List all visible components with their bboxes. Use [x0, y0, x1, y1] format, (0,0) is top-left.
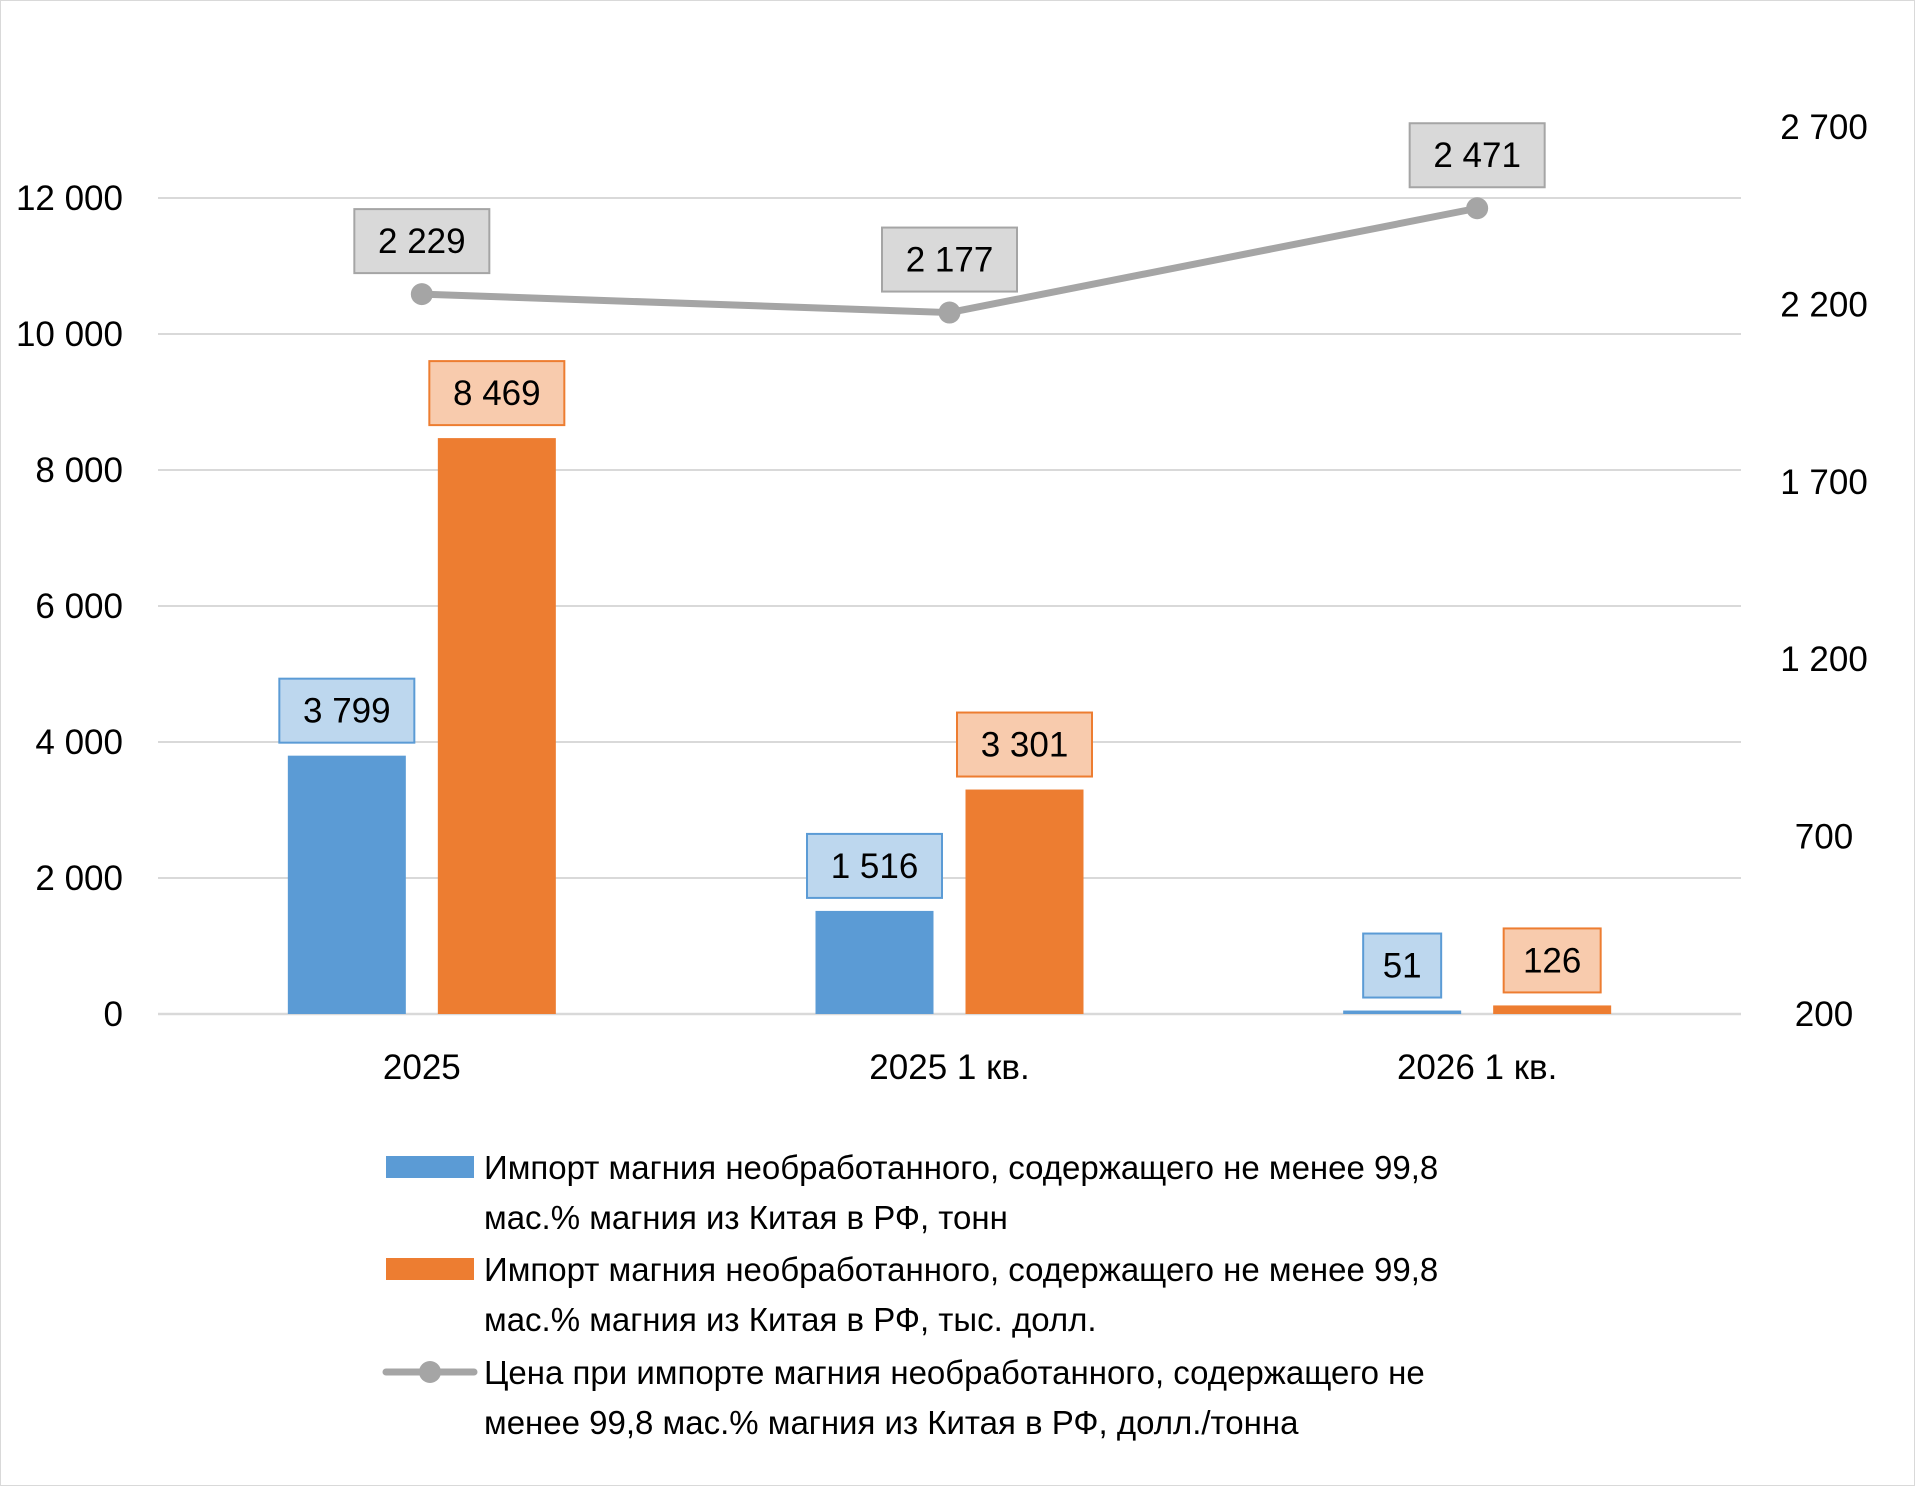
data-label-value: 3 301: [981, 726, 1069, 765]
bar: [1343, 1010, 1462, 1014]
bar-data-label: 1 516: [806, 832, 943, 899]
data-label-value: 8 469: [453, 374, 541, 413]
bar-data-label: 8 469: [428, 360, 566, 427]
legend-label: мас.% магния из Китая в РФ, тыс. долл.: [484, 1301, 1097, 1338]
legend: Импорт магния необработанного, содержаще…: [382, 1149, 1438, 1441]
y-right-tick-label: 200: [1795, 995, 1853, 1034]
bar: [437, 438, 556, 1014]
bar-data-label: 126: [1502, 927, 1602, 994]
y-left-tick-label: 4 000: [35, 723, 123, 762]
bar-data-label: 51: [1362, 932, 1443, 999]
legend-label: мас.% магния из Китая в РФ, тонн: [484, 1199, 1008, 1236]
x-tick-label: 2026 1 кв.: [1397, 1048, 1557, 1087]
y-left-tick-label: 10 000: [16, 315, 123, 354]
y-left-tick-label: 6 000: [35, 587, 123, 626]
bar: [287, 755, 406, 1014]
data-label-value: 2 471: [1433, 136, 1521, 175]
data-label-box: [1362, 932, 1443, 999]
legend-label: Импорт магния необработанного, содержаще…: [484, 1149, 1438, 1186]
legend-label: Цена при импорте магния необработанного,…: [484, 1354, 1425, 1391]
line-data-label: 2 177: [881, 226, 1018, 293]
data-label-box: [806, 832, 943, 899]
legend-entry: Импорт магния необработанного, содержаще…: [386, 1251, 1438, 1338]
line-series: [410, 197, 1489, 324]
legend-entry: Импорт магния необработанного, содержаще…: [386, 1149, 1438, 1236]
y-left-tick-label: 0: [104, 995, 123, 1034]
data-label-box: [881, 226, 1018, 293]
x-tick-label: 2025 1 кв.: [869, 1048, 1029, 1087]
legend-entry: Цена при импорте магния необработанного,…: [382, 1354, 1425, 1441]
bar: [815, 910, 934, 1014]
gridlines: [158, 197, 1741, 1016]
line-data-label: 2 229: [353, 208, 491, 275]
line-point: [410, 283, 433, 306]
legend-marker: [419, 1361, 441, 1383]
data-label-value: 2 177: [906, 241, 994, 280]
legend-label: менее 99,8 мас.% магния из Китая в РФ, д…: [484, 1404, 1299, 1441]
line-point: [938, 301, 961, 324]
data-label-box: [428, 360, 566, 427]
legend-swatch: [386, 1156, 474, 1178]
y-right-tick-label: 2 700: [1780, 108, 1868, 147]
data-label-value: 51: [1383, 947, 1422, 986]
data-label-box: [956, 711, 1093, 778]
bar-series: [287, 438, 1612, 1014]
data-labels: 3 799 1 516 51 8 469 3 301 126 2 229 2 177 2 471: [278, 122, 1602, 999]
bar-data-label: 3 799: [278, 677, 416, 744]
data-label-value: 3 799: [303, 692, 391, 731]
data-label-box: [1502, 927, 1602, 994]
axes: 0 2 000 4 000 6 000 8 000 10 000 12 000 200 700 1…: [16, 108, 1868, 1087]
y-right-tick-label: 700: [1795, 818, 1853, 857]
y-left-tick-label: 2 000: [35, 859, 123, 898]
bar-data-label: 3 301: [956, 711, 1093, 778]
data-label-box: [353, 208, 491, 275]
x-tick-label: 2025: [383, 1048, 461, 1087]
y-right-tick-label: 1 700: [1780, 463, 1868, 502]
data-label-box: [1408, 122, 1546, 189]
y-left-tick-label: 12 000: [16, 179, 123, 218]
data-label-value: 2 229: [378, 222, 466, 261]
line-point: [1466, 197, 1489, 220]
data-label-value: 126: [1523, 941, 1581, 980]
y-right-tick-label: 1 200: [1780, 640, 1868, 679]
legend-swatch: [386, 1258, 474, 1280]
y-left-tick-label: 8 000: [35, 451, 123, 490]
y-right-tick-label: 2 200: [1780, 285, 1868, 324]
data-label-box: [278, 677, 416, 744]
bar: [965, 789, 1084, 1014]
line-data-label: 2 471: [1408, 122, 1546, 189]
bar: [1493, 1005, 1612, 1014]
data-label-value: 1 516: [831, 847, 919, 886]
legend-label: Импорт магния необработанного, содержаще…: [484, 1251, 1438, 1288]
